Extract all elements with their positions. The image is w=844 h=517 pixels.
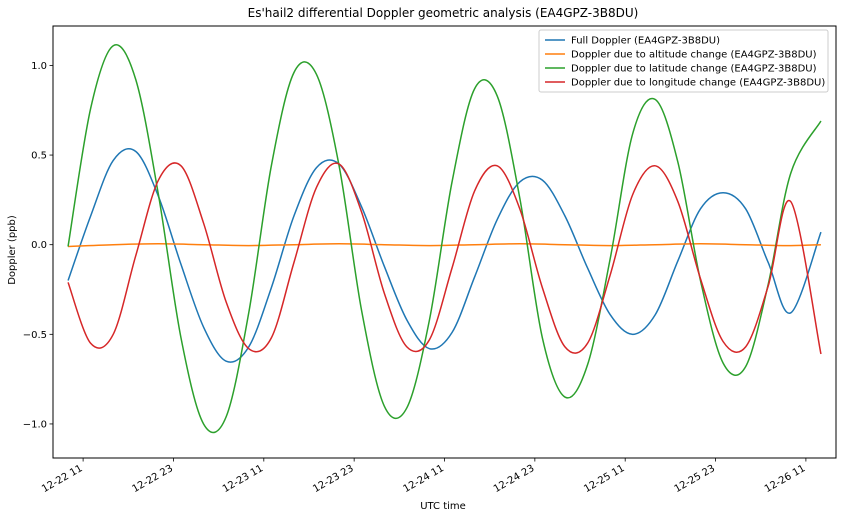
legend-entry: Full Doppler (EA4GPZ-3B8DU): [571, 36, 720, 47]
x-tick-label: 12-23 11: [221, 463, 265, 495]
legend-box: [538, 29, 829, 93]
y-tick-label: −1.0: [23, 419, 47, 430]
y-tick-label: 0.0: [31, 240, 47, 251]
x-axis-label: UTC time: [420, 501, 466, 512]
series-line-4: [67, 162, 822, 355]
y-axis-label: Doppler (ppb): [7, 215, 18, 285]
y-tick-label: 0.5: [31, 151, 47, 162]
x-axis-ticks: 12-22 11 12-22 23 12-23 11 12-23 23 12-24 11…: [40, 458, 807, 495]
x-tick-label: 12-22 23: [131, 463, 175, 495]
x-tick-label: 12-22 11: [40, 463, 84, 495]
x-tick-label: 12-25 11: [582, 463, 626, 495]
legend: Full Doppler (EA4GPZ-3B8DU) Doppler due t…: [538, 29, 829, 93]
chart-title: Es'hail2 differential Doppler geometric …: [248, 6, 639, 20]
y-tick-label: −0.5: [23, 330, 47, 341]
series-line-2: [68, 243, 821, 248]
series-line-1: [67, 148, 822, 363]
legend-entry: Doppler due to altitude change (EA4GPZ-3…: [571, 50, 817, 61]
y-axis-ticks: 1.0 0.5 0.0 −0.5 −1.0: [23, 61, 53, 430]
x-tick-label: 12-26 11: [763, 463, 807, 495]
series-line-3: [67, 44, 822, 434]
x-tick-label: 12-25 23: [673, 463, 717, 495]
series-layer: [67, 44, 822, 434]
x-tick-label: 12-24 11: [402, 463, 446, 495]
x-tick-label: 12-23 23: [311, 463, 355, 495]
legend-entry: Doppler due to longitude change (EA4GPZ-…: [571, 78, 825, 89]
x-tick-label: 12-24 23: [492, 463, 536, 495]
y-tick-label: 1.0: [31, 61, 47, 72]
legend-entry: Doppler due to latitude change (EA4GPZ-3…: [571, 64, 817, 75]
